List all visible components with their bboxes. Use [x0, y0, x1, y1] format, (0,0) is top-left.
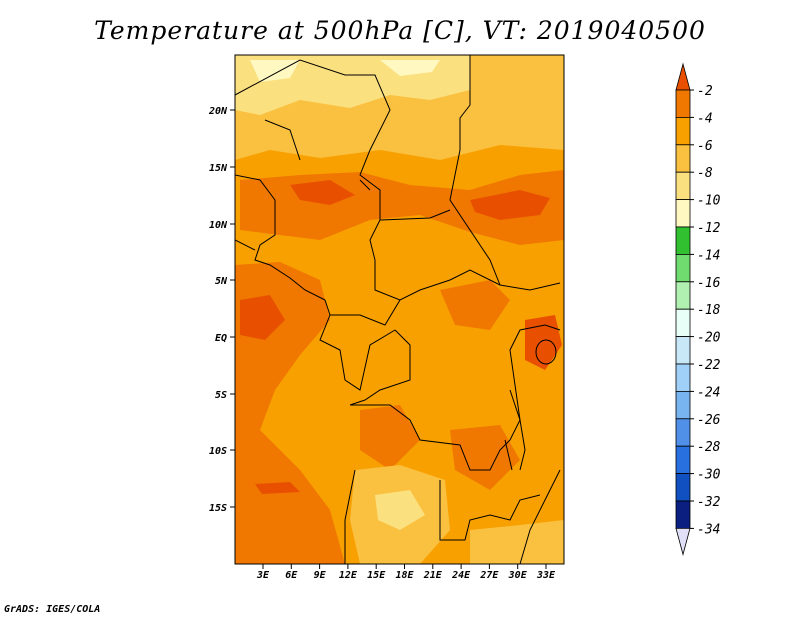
- colorbar-swatch: [675, 308, 691, 338]
- field-se-m8: [470, 520, 564, 564]
- colorbar-swatch: [675, 226, 691, 255]
- colorbar-swatch: [675, 390, 691, 420]
- colorbar-swatch: [675, 500, 691, 529]
- field-north-m12: [250, 60, 300, 82]
- colorbar-swatch: [675, 117, 691, 146]
- colorbar-swatch: [675, 281, 691, 310]
- colorbar-swatch: [675, 144, 691, 173]
- colorbar-swatch: [675, 363, 691, 392]
- colorbar-top-arrow: [675, 62, 691, 91]
- map-frame: [234, 54, 565, 565]
- colorbar-label: -14: [697, 248, 720, 263]
- field-central-m4c: [450, 425, 520, 490]
- field-east-m2: [525, 315, 562, 370]
- colorbar-swatch: [675, 253, 691, 283]
- colorbar: -2 -4 -6 -8 -10 -12 -14 -16 -18 -20 -22 -24 -26 -28 -3…: [675, 62, 721, 556]
- colorbar-label: -18: [697, 303, 721, 318]
- chart-title: Temperature at 500hPa [C], VT: 201904050…: [94, 16, 706, 45]
- colorbar-swatch: [675, 171, 691, 200]
- lon-label: 21E: [423, 570, 443, 581]
- longitude-axis: 3E 6E 9E 12E 15E 18E 21E 24E 27E 30E 33E: [256, 564, 556, 581]
- lon-label: 3E: [256, 570, 270, 581]
- lakes: [359, 179, 557, 471]
- field-sw-m2: [255, 482, 300, 494]
- colorbar-swatch: [675, 445, 691, 475]
- colorbar-label: -24: [697, 385, 720, 400]
- field-sahel-m2: [290, 180, 355, 205]
- colorbar-label: -34: [697, 522, 720, 537]
- colorbar-label: -22: [697, 358, 721, 373]
- colorbar-label: -26: [697, 413, 721, 428]
- lat-label: 20N: [208, 106, 228, 117]
- colorbar-swatch: [675, 199, 691, 228]
- colorbar-bottom-arrow: [675, 528, 691, 556]
- colorbar-swatch: [675, 473, 691, 502]
- field-atlantic-south-m4: [235, 430, 345, 564]
- lon-label: 6E: [285, 570, 298, 581]
- field-sahel-m2b: [470, 190, 550, 220]
- colorbar-label: -2: [697, 84, 713, 99]
- field-south-m10: [375, 490, 425, 530]
- grads-credit: GrADS: IGES/COLA: [4, 604, 101, 615]
- colorbar-label: -30: [697, 468, 721, 483]
- colorbar-label: -8: [697, 166, 713, 181]
- lon-label: 18E: [395, 570, 414, 581]
- colorbar-label: -32: [697, 495, 721, 510]
- colorbar-label: -16: [697, 276, 721, 291]
- lat-label: 15S: [209, 503, 227, 514]
- latitude-axis: 20N 15N 10N 5N EQ 5S 10S 15S: [208, 106, 235, 514]
- lat-label: 5S: [215, 390, 227, 401]
- colorbar-label: -6: [697, 139, 713, 154]
- lon-label: 12E: [339, 570, 358, 581]
- field-gulf-m2: [240, 295, 285, 340]
- lat-label: 10S: [209, 446, 227, 457]
- lon-label: 24E: [451, 570, 471, 581]
- colorbar-label: -10: [697, 194, 721, 209]
- lat-label: 5N: [215, 276, 228, 287]
- colorbar-label: -20: [697, 331, 721, 346]
- field-central-m4a: [440, 280, 510, 330]
- lat-label: 10N: [209, 220, 228, 231]
- field-central-m4b: [360, 405, 420, 470]
- lon-label: 33E: [536, 570, 556, 581]
- colorbar-label: -4: [697, 111, 713, 126]
- colorbar-swatch: [675, 336, 691, 365]
- colorbar-swatch: [675, 89, 691, 118]
- field-north-m12b: [380, 60, 440, 76]
- colorbar-label: -28: [697, 440, 721, 455]
- lon-label: 9E: [314, 570, 327, 581]
- colorbar-swatch: [675, 418, 691, 447]
- lat-label: 15N: [209, 163, 228, 174]
- lat-label: EQ: [215, 333, 227, 344]
- lon-label: 27E: [479, 570, 499, 581]
- temperature-field: [235, 55, 564, 564]
- lon-label: 30E: [508, 570, 528, 581]
- colorbar-label: -12: [697, 221, 721, 236]
- lon-label: 15E: [367, 570, 386, 581]
- country-borders: [235, 55, 561, 564]
